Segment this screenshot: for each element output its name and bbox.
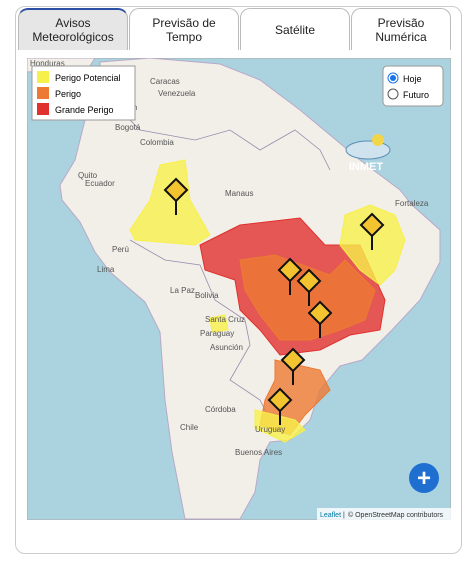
map-label: La Paz xyxy=(170,286,195,295)
warning-area[interactable] xyxy=(129,159,211,246)
zoom-label: + xyxy=(417,465,431,492)
attribution-sep: | xyxy=(343,512,345,519)
warning-icon[interactable] xyxy=(359,212,385,238)
legend-swatch xyxy=(37,87,49,99)
borders xyxy=(99,89,331,171)
attribution-osm[interactable]: © OpenStreetMap contributors xyxy=(348,511,444,519)
legend-swatch xyxy=(37,103,49,115)
map-label: Caracas xyxy=(150,77,180,86)
map-label: Bolivia xyxy=(195,291,219,300)
warning-area[interactable] xyxy=(209,314,229,333)
map[interactable]: HondurasCaracasVenezuelaMedellínBogotáCo… xyxy=(27,58,451,520)
map-label: Santa Cruz xyxy=(205,315,245,324)
map-label: Ecuador xyxy=(85,179,115,188)
radio-dot xyxy=(390,75,396,81)
tab[interactable]: Previsão de Tempo xyxy=(129,8,239,50)
map-label: Quito xyxy=(78,171,98,180)
map-label: Colombia xyxy=(140,138,174,147)
map-label: Paraguay xyxy=(200,329,234,338)
radio-label: Futuro xyxy=(403,90,429,100)
logo-sun xyxy=(372,134,384,146)
panel-frame xyxy=(15,6,462,554)
warning-icon[interactable] xyxy=(163,177,189,203)
map-label: Venezuela xyxy=(158,89,196,98)
warning-area[interactable] xyxy=(239,254,376,341)
zoom-button[interactable] xyxy=(409,463,439,493)
attribution-box xyxy=(317,508,451,520)
radio[interactable] xyxy=(387,88,399,100)
map-label: Córdoba xyxy=(205,405,236,414)
warning-icon[interactable] xyxy=(267,387,293,413)
warning-icon[interactable] xyxy=(296,268,322,294)
warning-icon[interactable] xyxy=(280,347,306,373)
radio-label: Hoje xyxy=(403,74,422,84)
tab[interactable]: Previsão Numérica xyxy=(351,8,451,50)
legend-swatch xyxy=(37,71,49,83)
legend-label: Perigo Potencial xyxy=(55,73,121,83)
map-label: Fortaleza xyxy=(395,199,429,208)
map-label: Uruguay xyxy=(255,425,285,434)
map-label: Honduras xyxy=(30,59,65,68)
warning-area[interactable] xyxy=(254,409,306,443)
period-box xyxy=(382,65,444,107)
warning-icon[interactable] xyxy=(307,300,333,326)
map-label: Asunción xyxy=(210,343,243,352)
map-label: Bogotá xyxy=(115,123,141,132)
map-label: Buenos Aires xyxy=(235,448,282,457)
warning-icon[interactable] xyxy=(277,257,303,283)
tab[interactable]: Avisos Meteorológicos xyxy=(18,8,128,50)
map-label: Lima xyxy=(97,265,115,274)
borders xyxy=(129,239,271,421)
logo-text: INMET xyxy=(349,161,384,173)
attribution-link[interactable]: Leaflet xyxy=(320,512,341,519)
legend-label: Grande Perigo xyxy=(55,105,114,115)
map-label: Manaus xyxy=(225,189,253,198)
map-label: Chile xyxy=(180,423,199,432)
tab[interactable]: Satélite xyxy=(240,8,350,50)
map-label: Perú xyxy=(112,245,129,254)
legend-box xyxy=(31,65,136,121)
logo-cloud xyxy=(345,140,391,160)
legend-label: Perigo xyxy=(55,89,81,99)
